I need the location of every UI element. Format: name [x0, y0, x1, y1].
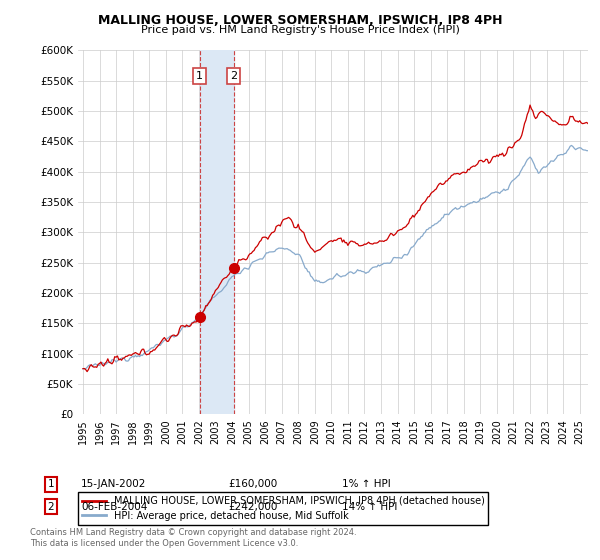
Text: 2: 2: [47, 502, 55, 512]
Text: Price paid vs. HM Land Registry's House Price Index (HPI): Price paid vs. HM Land Registry's House …: [140, 25, 460, 35]
Bar: [200, 50, 233, 414]
Text: £242,000: £242,000: [228, 502, 277, 512]
Text: 15-JAN-2002: 15-JAN-2002: [81, 479, 146, 489]
Text: 2: 2: [230, 71, 237, 81]
Legend: MALLING HOUSE, LOWER SOMERSHAM, IPSWICH, IP8 4PH (detached house), HPI: Average : MALLING HOUSE, LOWER SOMERSHAM, IPSWICH,…: [78, 492, 488, 525]
Text: 1: 1: [196, 71, 203, 81]
Text: 1% ↑ HPI: 1% ↑ HPI: [342, 479, 391, 489]
Text: MALLING HOUSE, LOWER SOMERSHAM, IPSWICH, IP8 4PH: MALLING HOUSE, LOWER SOMERSHAM, IPSWICH,…: [98, 14, 502, 27]
Text: 1: 1: [47, 479, 55, 489]
Text: 06-FEB-2004: 06-FEB-2004: [81, 502, 148, 512]
Text: £160,000: £160,000: [228, 479, 277, 489]
Text: 14% ↑ HPI: 14% ↑ HPI: [342, 502, 397, 512]
Text: Contains HM Land Registry data © Crown copyright and database right 2024.
This d: Contains HM Land Registry data © Crown c…: [30, 528, 356, 548]
